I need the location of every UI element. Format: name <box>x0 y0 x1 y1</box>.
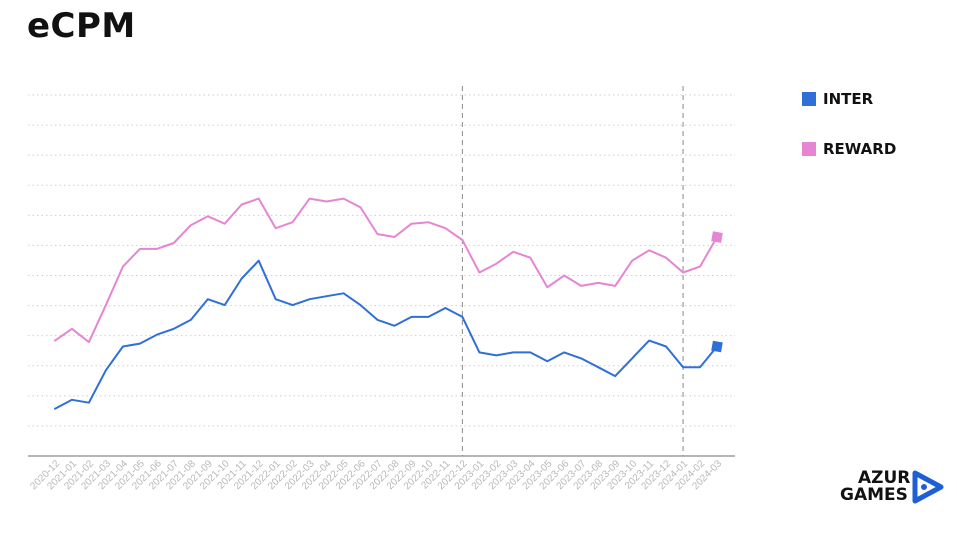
chart-legend: INTER REWARD <box>802 88 896 188</box>
series-line-inter <box>54 259 718 410</box>
series-end-marker-reward <box>711 231 723 243</box>
play-arrow-icon <box>912 470 944 504</box>
logo-line-1: AZUR <box>858 468 911 488</box>
azur-games-logo: AZUR GAMES <box>840 470 944 504</box>
legend-item-reward[interactable]: REWARD <box>802 138 896 160</box>
logo-text: AZUR GAMES <box>840 470 910 504</box>
legend-label-inter: INTER <box>823 90 874 108</box>
legend-label-reward: REWARD <box>823 140 897 158</box>
chart-title: eCPM <box>27 6 136 46</box>
legend-swatch-reward <box>802 142 816 156</box>
series-end-marker-inter <box>711 340 723 353</box>
legend-swatch-inter <box>802 92 816 106</box>
logo-line-2: GAMES <box>840 485 908 505</box>
series-line-reward <box>54 197 718 344</box>
legend-item-inter[interactable]: INTER <box>802 88 896 110</box>
